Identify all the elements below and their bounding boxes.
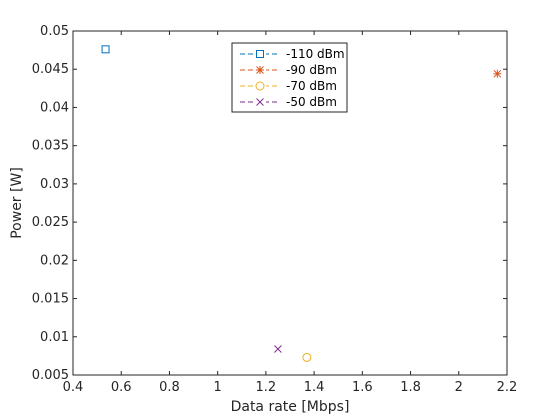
y-tick-label: 0.01 bbox=[40, 330, 69, 345]
y-axis: 0.005 0.01 0.015 0.02 0.025 0.03 0.035 0.04 0.04… bbox=[32, 24, 507, 383]
legend-item: -70 dBm bbox=[240, 79, 337, 93]
legend-item: -90 dBm bbox=[240, 63, 337, 77]
data-point-2 bbox=[302, 352, 312, 362]
x-axis: 0.4 0.6 0.8 1 1.2 1.4 1.6 1.8 2 2.2 bbox=[63, 31, 518, 395]
legend-label: -110 dBm bbox=[286, 47, 345, 61]
legend-marker bbox=[255, 81, 265, 91]
legend-label: -90 dBm bbox=[286, 63, 337, 77]
legend: -110 dBm -90 dBm -70 dBm -50 dBm bbox=[231, 42, 348, 113]
x-tick-label: 1.4 bbox=[304, 380, 325, 395]
x-tick-label: 0.4 bbox=[63, 380, 84, 395]
x-tick-label: 1.2 bbox=[256, 380, 277, 395]
y-axis-label: Power [W] bbox=[9, 167, 25, 239]
data-point-0 bbox=[101, 45, 110, 54]
y-tick-label: 0.045 bbox=[32, 62, 69, 77]
legend-marker bbox=[256, 50, 264, 58]
x-axis-label: Data rate [Mbps] bbox=[231, 399, 350, 415]
legend-label: -50 dBm bbox=[286, 95, 337, 109]
legend-label: -70 dBm bbox=[286, 79, 337, 93]
y-tick-label: 0.005 bbox=[32, 368, 69, 383]
data-point-1 bbox=[493, 69, 502, 78]
data-points bbox=[101, 45, 502, 362]
y-tick-label: 0.02 bbox=[40, 253, 69, 268]
y-tick-label: 0.05 bbox=[40, 24, 69, 39]
x-tick-label: 1.6 bbox=[352, 380, 373, 395]
data-point-3 bbox=[274, 345, 282, 353]
x-tick-label: 2 bbox=[455, 380, 463, 395]
y-tick-label: 0.035 bbox=[32, 139, 69, 154]
y-tick-label: 0.015 bbox=[32, 292, 69, 307]
legend-item: -50 dBm bbox=[240, 95, 337, 109]
x-tick-label: 1 bbox=[214, 380, 222, 395]
y-tick-label: 0.025 bbox=[32, 215, 69, 230]
x-tick-label: 1.8 bbox=[400, 380, 421, 395]
y-tick-label: 0.04 bbox=[40, 100, 69, 115]
legend-marker bbox=[256, 98, 264, 106]
legend-item: -110 dBm bbox=[240, 47, 345, 61]
x-tick-label: 2.2 bbox=[497, 380, 518, 395]
legend-marker bbox=[256, 66, 264, 74]
y-tick-label: 0.03 bbox=[40, 177, 69, 192]
x-tick-label: 0.6 bbox=[111, 380, 132, 395]
x-tick-label: 0.8 bbox=[159, 380, 180, 395]
